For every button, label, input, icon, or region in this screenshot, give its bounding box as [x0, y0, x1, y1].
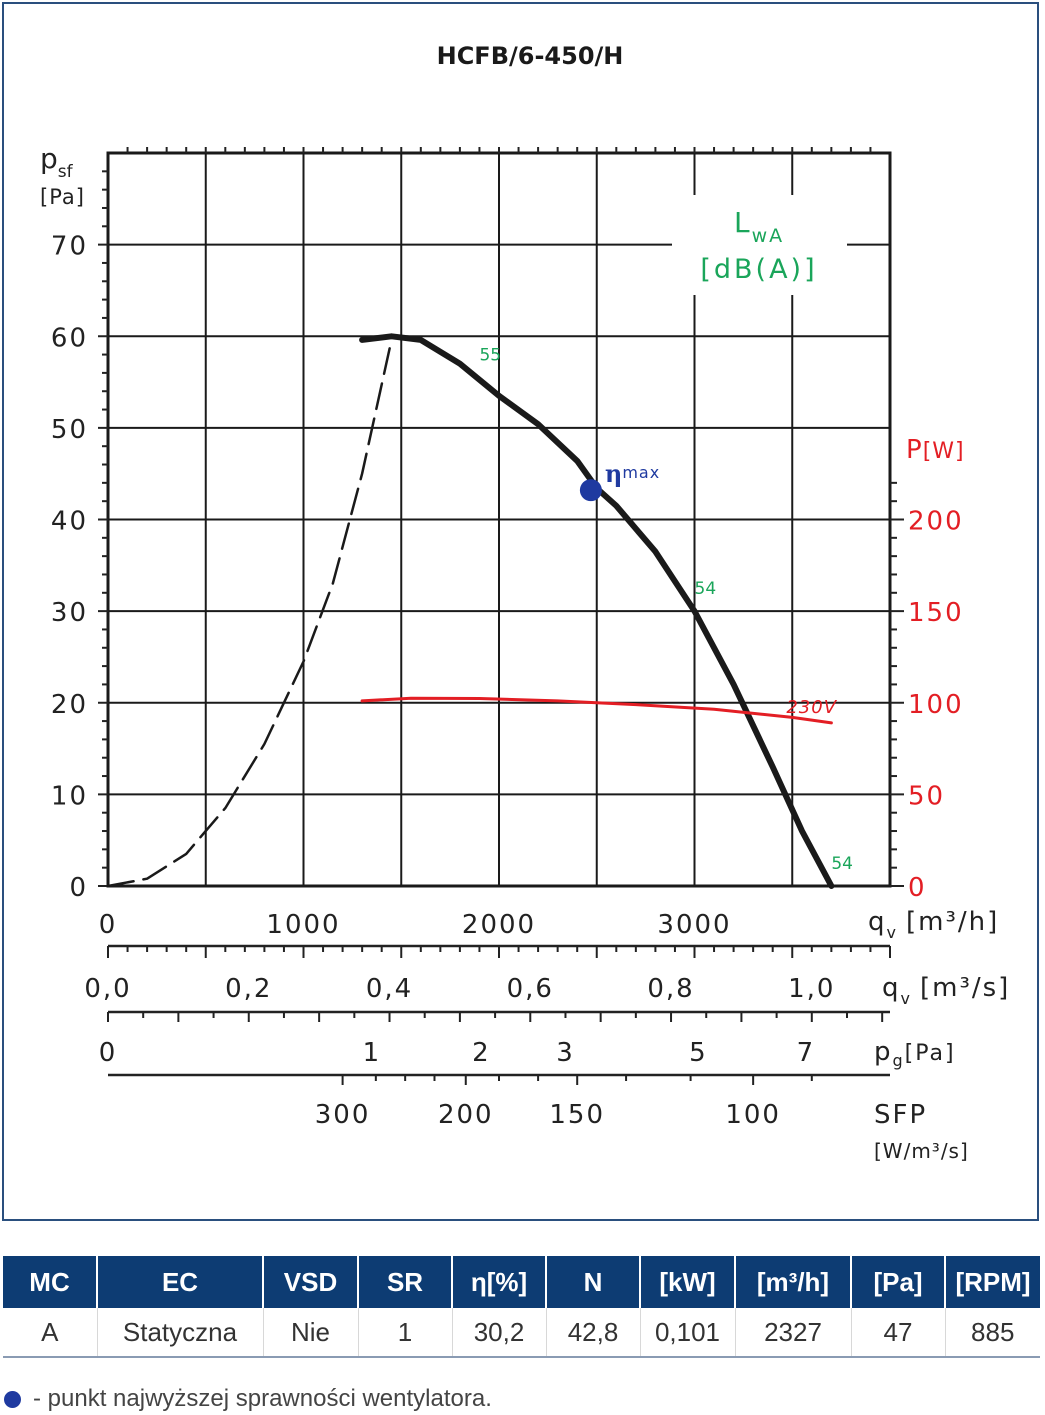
lwa-unit: [dB(A)] — [700, 254, 817, 285]
qv-m3h-label: qv [m³/h] — [868, 907, 999, 942]
power-tick-label: 200 — [908, 507, 964, 537]
y-tick-label: 40 — [51, 507, 88, 537]
qv-m3s-tick-label: 0,4 — [366, 974, 413, 1004]
noise-label: 54 — [831, 854, 853, 874]
sfp-tick-label: 300 — [315, 1100, 371, 1130]
qv-m3s-tick-label: 0,2 — [225, 974, 272, 1004]
qv-m3h-tick-label: 0 — [99, 910, 118, 940]
qv-m3h-tick-label: 3000 — [657, 910, 731, 940]
eta-max-label: ηmax — [605, 459, 660, 488]
lwa-label: LwA [dB(A)] — [672, 195, 847, 295]
cell-pa: 47 — [850, 1308, 945, 1358]
power-tick-label: 100 — [908, 690, 964, 720]
header-mc: MC — [3, 1256, 97, 1308]
sfp-tick-label: 200 — [438, 1100, 494, 1130]
series-pressure-unstable — [106, 338, 393, 888]
pg-tick-label: 2 — [472, 1038, 491, 1068]
grid — [106, 151, 892, 888]
cell-rpm: 885 — [944, 1308, 1040, 1358]
pg-tick-label: 5 — [689, 1038, 708, 1068]
sfp-label: SFP — [874, 1100, 927, 1130]
y-tick-label: 30 — [51, 598, 88, 628]
qv-m3s-tick-label: 0,6 — [507, 974, 554, 1004]
svg-text:LwA: LwA — [734, 206, 784, 247]
table-row: A Statyczna Nie 1 30,2 42,8 0,101 2327 4… — [3, 1308, 1040, 1358]
y-axis-psf: 0 10 20 30 40 50 60 70 — [51, 147, 872, 903]
lwa-label-main: L — [734, 206, 752, 239]
y-tick-label: 20 — [51, 690, 88, 720]
noise-label: 55 — [479, 346, 501, 366]
y-axis-unit: [Pa] — [40, 185, 85, 209]
cell-ec: Statyczna — [96, 1308, 263, 1358]
qv-m3s-tick-label: 1,0 — [788, 974, 835, 1004]
chart-title: HCFB/6-450/H — [437, 42, 624, 70]
qv-m3h-tick-label: 2000 — [462, 910, 536, 940]
power-tick-label: 50 — [908, 781, 945, 811]
pg-tick-label: 7 — [797, 1038, 816, 1068]
qv-m3h-tick-label: 1000 — [266, 910, 340, 940]
sfp-tick-label: 150 — [549, 1100, 605, 1130]
sfp-unit: [W/m³/s] — [874, 1139, 969, 1163]
qv-m3s-tick-label: 0,8 — [647, 974, 694, 1004]
spec-table: MC EC VSD SR η[%] N [kW] [m³/h] [Pa] [RP… — [3, 1256, 1040, 1358]
power-tick-label: 150 — [908, 598, 964, 628]
noise-label: 54 — [695, 579, 717, 599]
cell-sr: 1 — [357, 1308, 452, 1358]
power-tick-label: 0 — [908, 873, 927, 903]
y-tick-label: 60 — [51, 323, 88, 353]
y-axis-power: 0 50 100 150 200 — [890, 481, 964, 903]
cell-vsd: Nie — [262, 1308, 358, 1358]
pg-tick-label: 1 — [363, 1038, 382, 1068]
footnote: - punkt najwyższej sprawności wentylator… — [4, 1385, 492, 1413]
qv-m3s-tick-label: 0,0 — [84, 974, 131, 1004]
cell-kw: 0,101 — [639, 1308, 735, 1358]
header-rpm: [RPM] — [944, 1256, 1040, 1308]
y-tick-label: 10 — [51, 781, 88, 811]
cell-n: 42,8 — [545, 1308, 640, 1358]
lower-axes-group: 0 1000 2000 3000 qv [m³/h]0,0 0,2 0,4 0,6 0,8 1,0 q… — [84, 907, 1010, 1163]
power-axis-label: P[W] — [906, 435, 965, 465]
efficiency-point-marker-icon — [4, 1390, 21, 1408]
y-tick-label: 50 — [51, 415, 88, 445]
y-tick-label: 0 — [69, 873, 88, 903]
y-axis-label: psf — [40, 142, 74, 182]
header-pa: [Pa] — [850, 1256, 945, 1308]
power-series-label: 230V — [786, 697, 837, 718]
footnote-text: - punkt najwyższej sprawności wentylator… — [33, 1385, 492, 1412]
eta-max-point — [579, 479, 602, 502]
series-230V — [360, 696, 833, 725]
chart-frame — [2, 2, 1039, 1221]
pg-label: pg[Pa] — [874, 1037, 956, 1070]
header-n: N — [545, 1256, 640, 1308]
cell-mc: A — [3, 1308, 97, 1358]
header-kw: [kW] — [639, 1256, 735, 1308]
header-m3h: [m³/h] — [734, 1256, 851, 1308]
header-vsd: VSD — [262, 1256, 358, 1308]
y-tick-label: 70 — [51, 232, 88, 262]
spec-table-header-row: MC EC VSD SR η[%] N [kW] [m³/h] [Pa] [RP… — [3, 1256, 1040, 1308]
header-sr: SR — [357, 1256, 452, 1308]
cell-efficiency: 30,2 — [451, 1308, 546, 1358]
header-efficiency: η[%] — [451, 1256, 546, 1308]
lwa-label-sub: wA — [752, 225, 785, 247]
pg-tick-label: 0 — [99, 1038, 118, 1068]
qv-m3s-label: qv [m³/s] — [882, 973, 1010, 1008]
pg-tick-label: 3 — [556, 1038, 575, 1068]
sfp-tick-label: 100 — [725, 1100, 781, 1130]
cell-m3h: 2327 — [734, 1308, 851, 1358]
header-ec: EC — [96, 1256, 263, 1308]
